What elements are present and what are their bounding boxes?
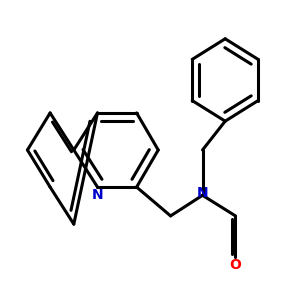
Text: N: N bbox=[92, 188, 103, 202]
Text: O: O bbox=[230, 258, 242, 272]
Text: N: N bbox=[197, 186, 208, 200]
